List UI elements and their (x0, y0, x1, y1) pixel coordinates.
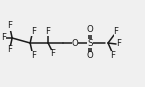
Text: O: O (87, 52, 93, 60)
Text: F: F (51, 50, 56, 58)
Text: S: S (87, 39, 93, 48)
Text: F: F (117, 39, 122, 48)
Text: F: F (114, 27, 118, 37)
Text: F: F (110, 50, 116, 60)
Text: F: F (31, 50, 36, 60)
Text: F: F (1, 33, 6, 43)
Text: F: F (31, 27, 36, 35)
Text: O: O (72, 39, 78, 48)
Text: F: F (7, 46, 12, 54)
Text: F: F (46, 27, 51, 35)
Text: O: O (87, 25, 93, 35)
Text: F: F (7, 21, 12, 31)
